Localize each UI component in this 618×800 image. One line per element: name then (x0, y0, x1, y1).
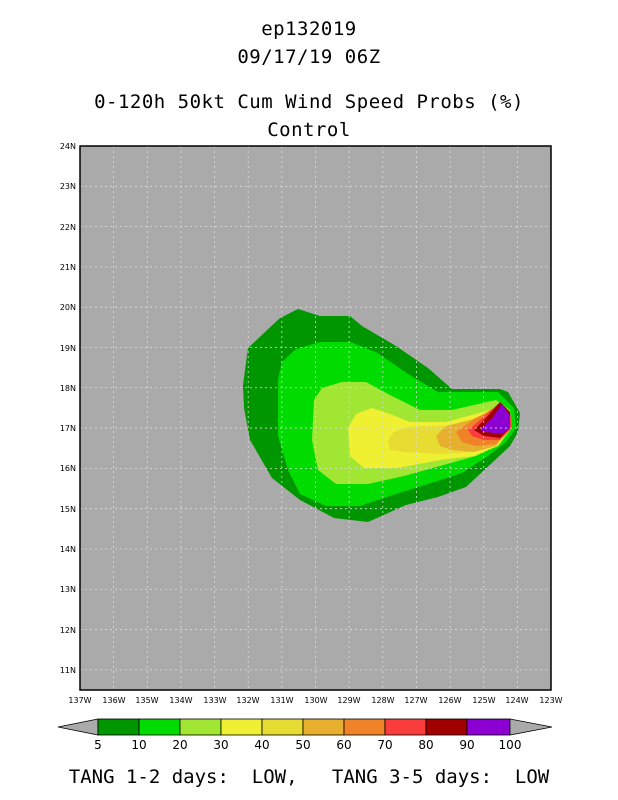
map-frame (79, 145, 552, 691)
colorbar-bin-20-30 (179, 718, 222, 736)
colorbar-bin-5-10 (97, 718, 140, 736)
lat-label-11n: 11N (60, 666, 76, 675)
colorbar-label-20: 20 (172, 738, 187, 752)
lat-label-20n: 20N (60, 303, 76, 312)
forecast-datetime: 09/17/19 06Z (237, 46, 381, 68)
colorbar-label-70: 70 (377, 738, 392, 752)
lon-label-137w: 137W (68, 696, 91, 705)
lon-label-130w: 130W (304, 696, 327, 705)
lat-label-16n: 16N (60, 464, 76, 473)
colorbar-bin-90-100 (466, 718, 511, 736)
map-grid (80, 146, 551, 690)
lat-label-23n: 23N (60, 182, 76, 191)
colorbar-bin-10-20 (138, 718, 181, 736)
lon-label-123w: 123W (539, 696, 562, 705)
lon-label-132w: 132W (236, 696, 259, 705)
colorbar-label-90: 90 (459, 738, 474, 752)
contour-90 (480, 404, 510, 434)
run-label: Control (267, 119, 351, 141)
colorbar-label-50: 50 (295, 738, 310, 752)
lon-label-124w: 124W (505, 696, 528, 705)
lat-label-24n: 24N (60, 142, 76, 151)
lon-label-135w: 135W (135, 696, 158, 705)
colorbar-bin-50-60 (302, 718, 345, 736)
colorbar-label-80: 80 (418, 738, 433, 752)
lon-label-128w: 128W (371, 696, 394, 705)
storm-id: ep132019 (261, 18, 357, 40)
probability-contours (243, 309, 520, 522)
longitude-labels: 137W 136W 135W 134W 133W 132W 131W 130W … (68, 696, 562, 705)
lon-label-131w: 131W (270, 696, 293, 705)
lat-label-17n: 17N (60, 424, 76, 433)
lat-label-22n: 22N (60, 223, 76, 232)
latitude-labels: 24N 23N 22N 21N 20N 19N 18N 17N 16N 15N … (60, 142, 76, 675)
product-title: 0-120h 50kt Cum Wind Speed Probs (%) (94, 91, 524, 113)
colorbar: 5 10 20 30 40 50 60 70 80 90 100 (57, 718, 553, 752)
colorbar-label-100: 100 (499, 738, 522, 752)
lat-label-13n: 13N (60, 585, 76, 594)
tang-footer: TANG 1-2 days: LOW, TANG 3-5 days: LOW (68, 766, 550, 788)
colorbar-bin-80-90 (425, 718, 468, 736)
lon-label-136w: 136W (102, 696, 125, 705)
colorbar-bin-70-80 (384, 718, 427, 736)
colorbar-label-30: 30 (213, 738, 228, 752)
colorbar-label-5: 5 (94, 738, 102, 752)
lat-label-21n: 21N (60, 263, 76, 272)
lat-label-19n: 19N (60, 344, 76, 353)
lon-label-127w: 127W (404, 696, 427, 705)
colorbar-under-arrow (57, 718, 99, 736)
colorbar-bin-30-40 (220, 718, 263, 736)
lon-label-125w: 125W (472, 696, 495, 705)
colorbar-bin-40-50 (261, 718, 304, 736)
colorbar-label-10: 10 (131, 738, 146, 752)
colorbar-bin-60-70 (343, 718, 386, 736)
lat-label-18n: 18N (60, 384, 76, 393)
colorbar-over-arrow (509, 718, 553, 736)
lat-label-12n: 12N (60, 626, 76, 635)
lon-label-126w: 126W (438, 696, 461, 705)
colorbar-label-40: 40 (254, 738, 269, 752)
lat-label-15n: 15N (60, 505, 76, 514)
lon-label-134w: 134W (169, 696, 192, 705)
colorbar-label-60: 60 (336, 738, 351, 752)
lon-label-129w: 129W (337, 696, 360, 705)
lon-label-133w: 133W (203, 696, 226, 705)
lat-label-14n: 14N (60, 545, 76, 554)
